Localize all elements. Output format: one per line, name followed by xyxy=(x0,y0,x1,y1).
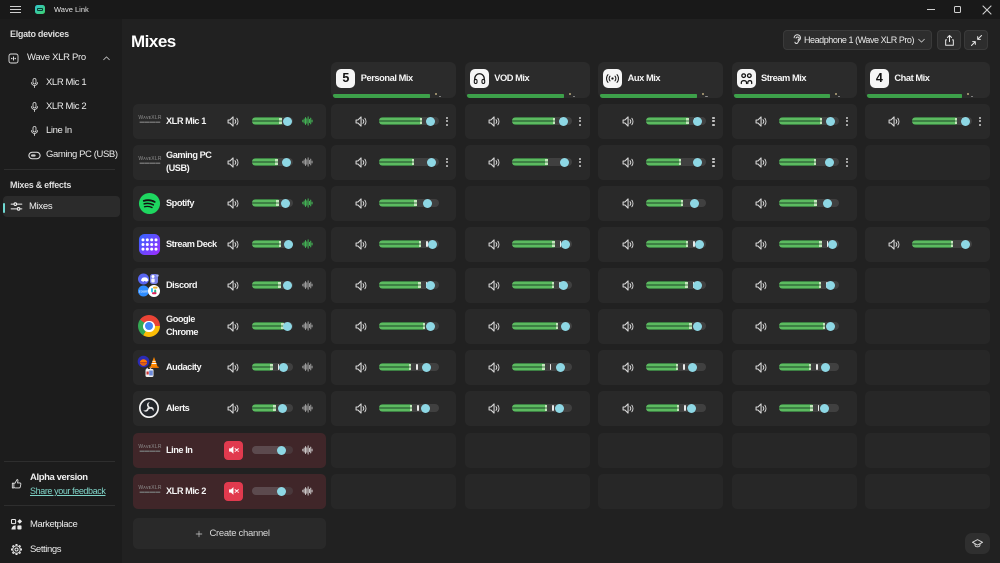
svg-text:zoom: zoom xyxy=(139,289,149,294)
